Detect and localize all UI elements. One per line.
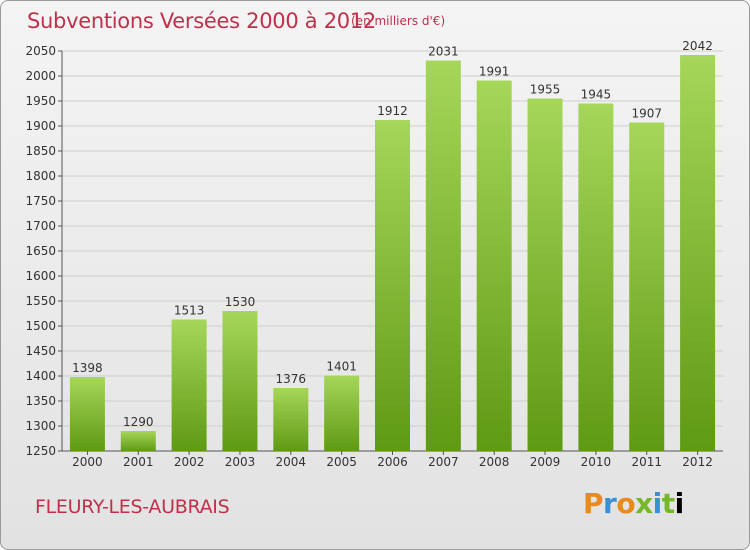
y-tick-label: 2000 [25, 69, 56, 83]
x-tick-label: 2004 [276, 455, 307, 469]
data-label: 1290 [123, 415, 154, 429]
axes: 1250 1300 1350 1400 1450 1500 1550 1600 1650 1700… [25, 44, 723, 469]
data-label: 2031 [428, 45, 459, 59]
bar [476, 80, 512, 451]
y-tick-label: 1950 [25, 94, 56, 108]
bar [324, 375, 360, 451]
x-tick-label: 2009 [530, 455, 561, 469]
data-label: 1912 [377, 104, 408, 118]
y-tick-label: 1250 [25, 444, 56, 458]
y-tick-label: 1550 [25, 294, 56, 308]
data-label: 1513 [174, 304, 205, 318]
y-tick-label: 1600 [25, 269, 56, 283]
data-label: 1398 [72, 361, 103, 375]
x-tick-label: 2011 [631, 455, 662, 469]
y-tick-label: 2050 [25, 44, 56, 58]
y-tick-label: 1900 [25, 119, 56, 133]
x-tick-label: 2005 [326, 455, 357, 469]
y-tick-label: 1850 [25, 144, 56, 158]
bar [425, 60, 461, 451]
y-tick-label: 1650 [25, 244, 56, 258]
bar [680, 55, 716, 451]
bar [578, 103, 614, 451]
data-label: 1376 [276, 372, 307, 386]
y-tick-label: 1500 [25, 319, 56, 333]
x-tick-label: 2001 [123, 455, 154, 469]
proxiti-logo: Proxiti [583, 487, 684, 520]
y-tick-label: 1400 [25, 369, 56, 383]
y-tick-label: 1800 [25, 169, 56, 183]
data-label: 2042 [682, 39, 713, 53]
x-tick-label: 2000 [72, 455, 103, 469]
x-tick-label: 2008 [479, 455, 510, 469]
y-tick-label: 1700 [25, 219, 56, 233]
bars [69, 55, 716, 451]
y-tick-label: 1450 [25, 344, 56, 358]
bar [273, 388, 309, 451]
bar [222, 311, 258, 451]
commune-name: FLEURY-LES-AUBRAIS [35, 496, 230, 518]
data-label: 1955 [530, 83, 561, 97]
y-tick-label: 1300 [25, 419, 56, 433]
x-tick-label: 2010 [581, 455, 612, 469]
y-tick-label: 1350 [25, 394, 56, 408]
bar [375, 120, 410, 451]
data-label: 1945 [581, 88, 612, 102]
x-tick-label: 2012 [682, 455, 713, 469]
y-tick-label: 1750 [25, 194, 56, 208]
chart-title: Subventions Versées 2000 à 2012 [27, 9, 376, 33]
bar [120, 431, 156, 451]
x-tick-label: 2003 [225, 455, 256, 469]
data-label: 1907 [631, 107, 662, 121]
unit-note: (en milliers d'€) [351, 14, 446, 28]
x-tick-label: 2007 [428, 455, 459, 469]
data-label: 1530 [225, 295, 256, 309]
data-label: 1401 [326, 360, 357, 374]
bar [629, 122, 665, 451]
bar [69, 377, 105, 451]
bar [171, 319, 207, 451]
bar [527, 98, 563, 451]
data-labels: 1398 1290 1513 1530 1376 1401 1912 2031 1991 1955… [72, 39, 713, 429]
x-tick-label: 2002 [174, 455, 205, 469]
x-tick-label: 2006 [377, 455, 408, 469]
data-label: 1991 [479, 65, 510, 79]
